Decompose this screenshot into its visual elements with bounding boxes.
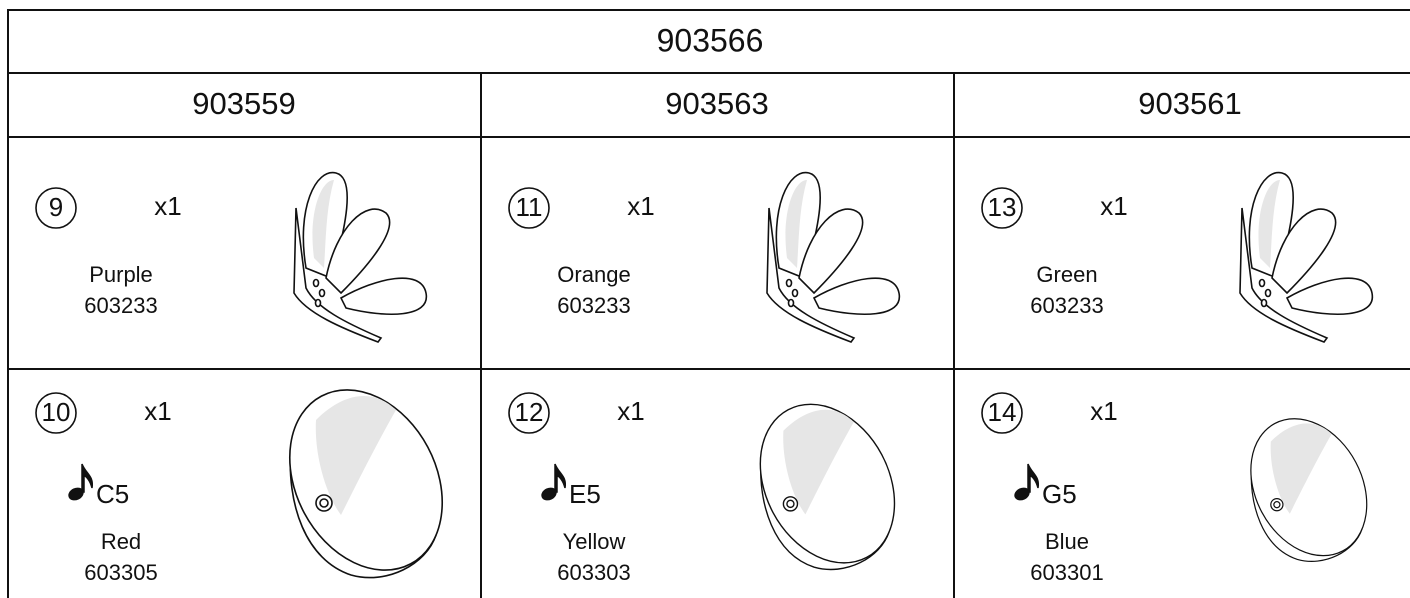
petal-shade	[1258, 180, 1280, 268]
number-circle	[35, 187, 77, 229]
item-number: 12	[515, 397, 544, 427]
item-number: 9	[49, 192, 63, 222]
hole	[1258, 278, 1266, 288]
petal-shade	[785, 180, 807, 268]
flower-part-drawing	[766, 171, 900, 343]
part-number: 603301	[1030, 560, 1103, 585]
quantity: x1	[627, 191, 654, 221]
table-title: 903566	[657, 22, 764, 58]
column-title: 903561	[1138, 86, 1241, 121]
hole	[787, 298, 795, 308]
hole	[318, 288, 326, 298]
petal	[339, 277, 427, 316]
cone-shade	[783, 409, 854, 515]
color-name: Blue	[1045, 529, 1089, 554]
cone-shade	[1270, 423, 1332, 514]
number-circle	[35, 392, 77, 434]
hole	[312, 278, 320, 288]
music-note: E5	[569, 479, 601, 509]
column-title: 903559	[192, 86, 295, 121]
hole	[314, 298, 322, 308]
item-number: 11	[516, 192, 543, 222]
note-stem	[554, 463, 567, 493]
petal	[798, 208, 864, 295]
part-number: 603303	[557, 560, 630, 585]
petal	[1285, 277, 1373, 316]
color-name: Orange	[557, 262, 630, 287]
part-number: 603305	[84, 560, 157, 585]
cone-hole-inner	[319, 498, 329, 508]
hole	[791, 288, 799, 298]
number-circle	[508, 187, 550, 229]
hole	[1264, 288, 1272, 298]
item-number: 10	[42, 397, 71, 427]
cone-part-drawing	[288, 389, 444, 579]
petal	[325, 208, 391, 295]
column-title: 903563	[665, 86, 768, 121]
petal	[1271, 208, 1337, 295]
item-number: 13	[988, 192, 1017, 222]
color-name: Red	[101, 529, 141, 554]
hole	[1260, 298, 1268, 308]
petal	[812, 277, 900, 316]
note-head	[541, 487, 557, 501]
part-number: 603233	[1030, 293, 1103, 318]
note-head	[68, 487, 84, 501]
note-stem	[1027, 463, 1040, 493]
quantity: x1	[1090, 396, 1117, 426]
quantity: x1	[617, 396, 644, 426]
quantity: x1	[1100, 191, 1127, 221]
color-name: Purple	[89, 262, 153, 287]
cone-part-drawing	[1250, 418, 1368, 562]
quantity: x1	[154, 191, 181, 221]
table-border	[7, 9, 1410, 598]
quantity: x1	[144, 396, 171, 426]
cone-part-drawing	[759, 403, 896, 571]
color-name: Yellow	[563, 529, 626, 554]
flower-part-drawing	[293, 171, 427, 343]
color-name: Green	[1036, 262, 1097, 287]
item-number: 14	[988, 397, 1017, 427]
part-number: 603233	[557, 293, 630, 318]
flower-part-drawing	[1239, 171, 1373, 343]
cone-shade	[315, 396, 396, 515]
cone-hole-inner	[786, 499, 795, 509]
number-circle	[981, 187, 1023, 229]
part-number: 603233	[84, 293, 157, 318]
cone-hole-inner	[1273, 501, 1281, 509]
music-note: C5	[96, 479, 129, 509]
note-head	[1014, 487, 1030, 501]
note-stem	[81, 463, 94, 493]
petal-shade	[312, 180, 334, 268]
hole	[785, 278, 793, 288]
music-note: G5	[1042, 479, 1077, 509]
number-circle	[508, 392, 550, 434]
number-circle	[981, 392, 1023, 434]
